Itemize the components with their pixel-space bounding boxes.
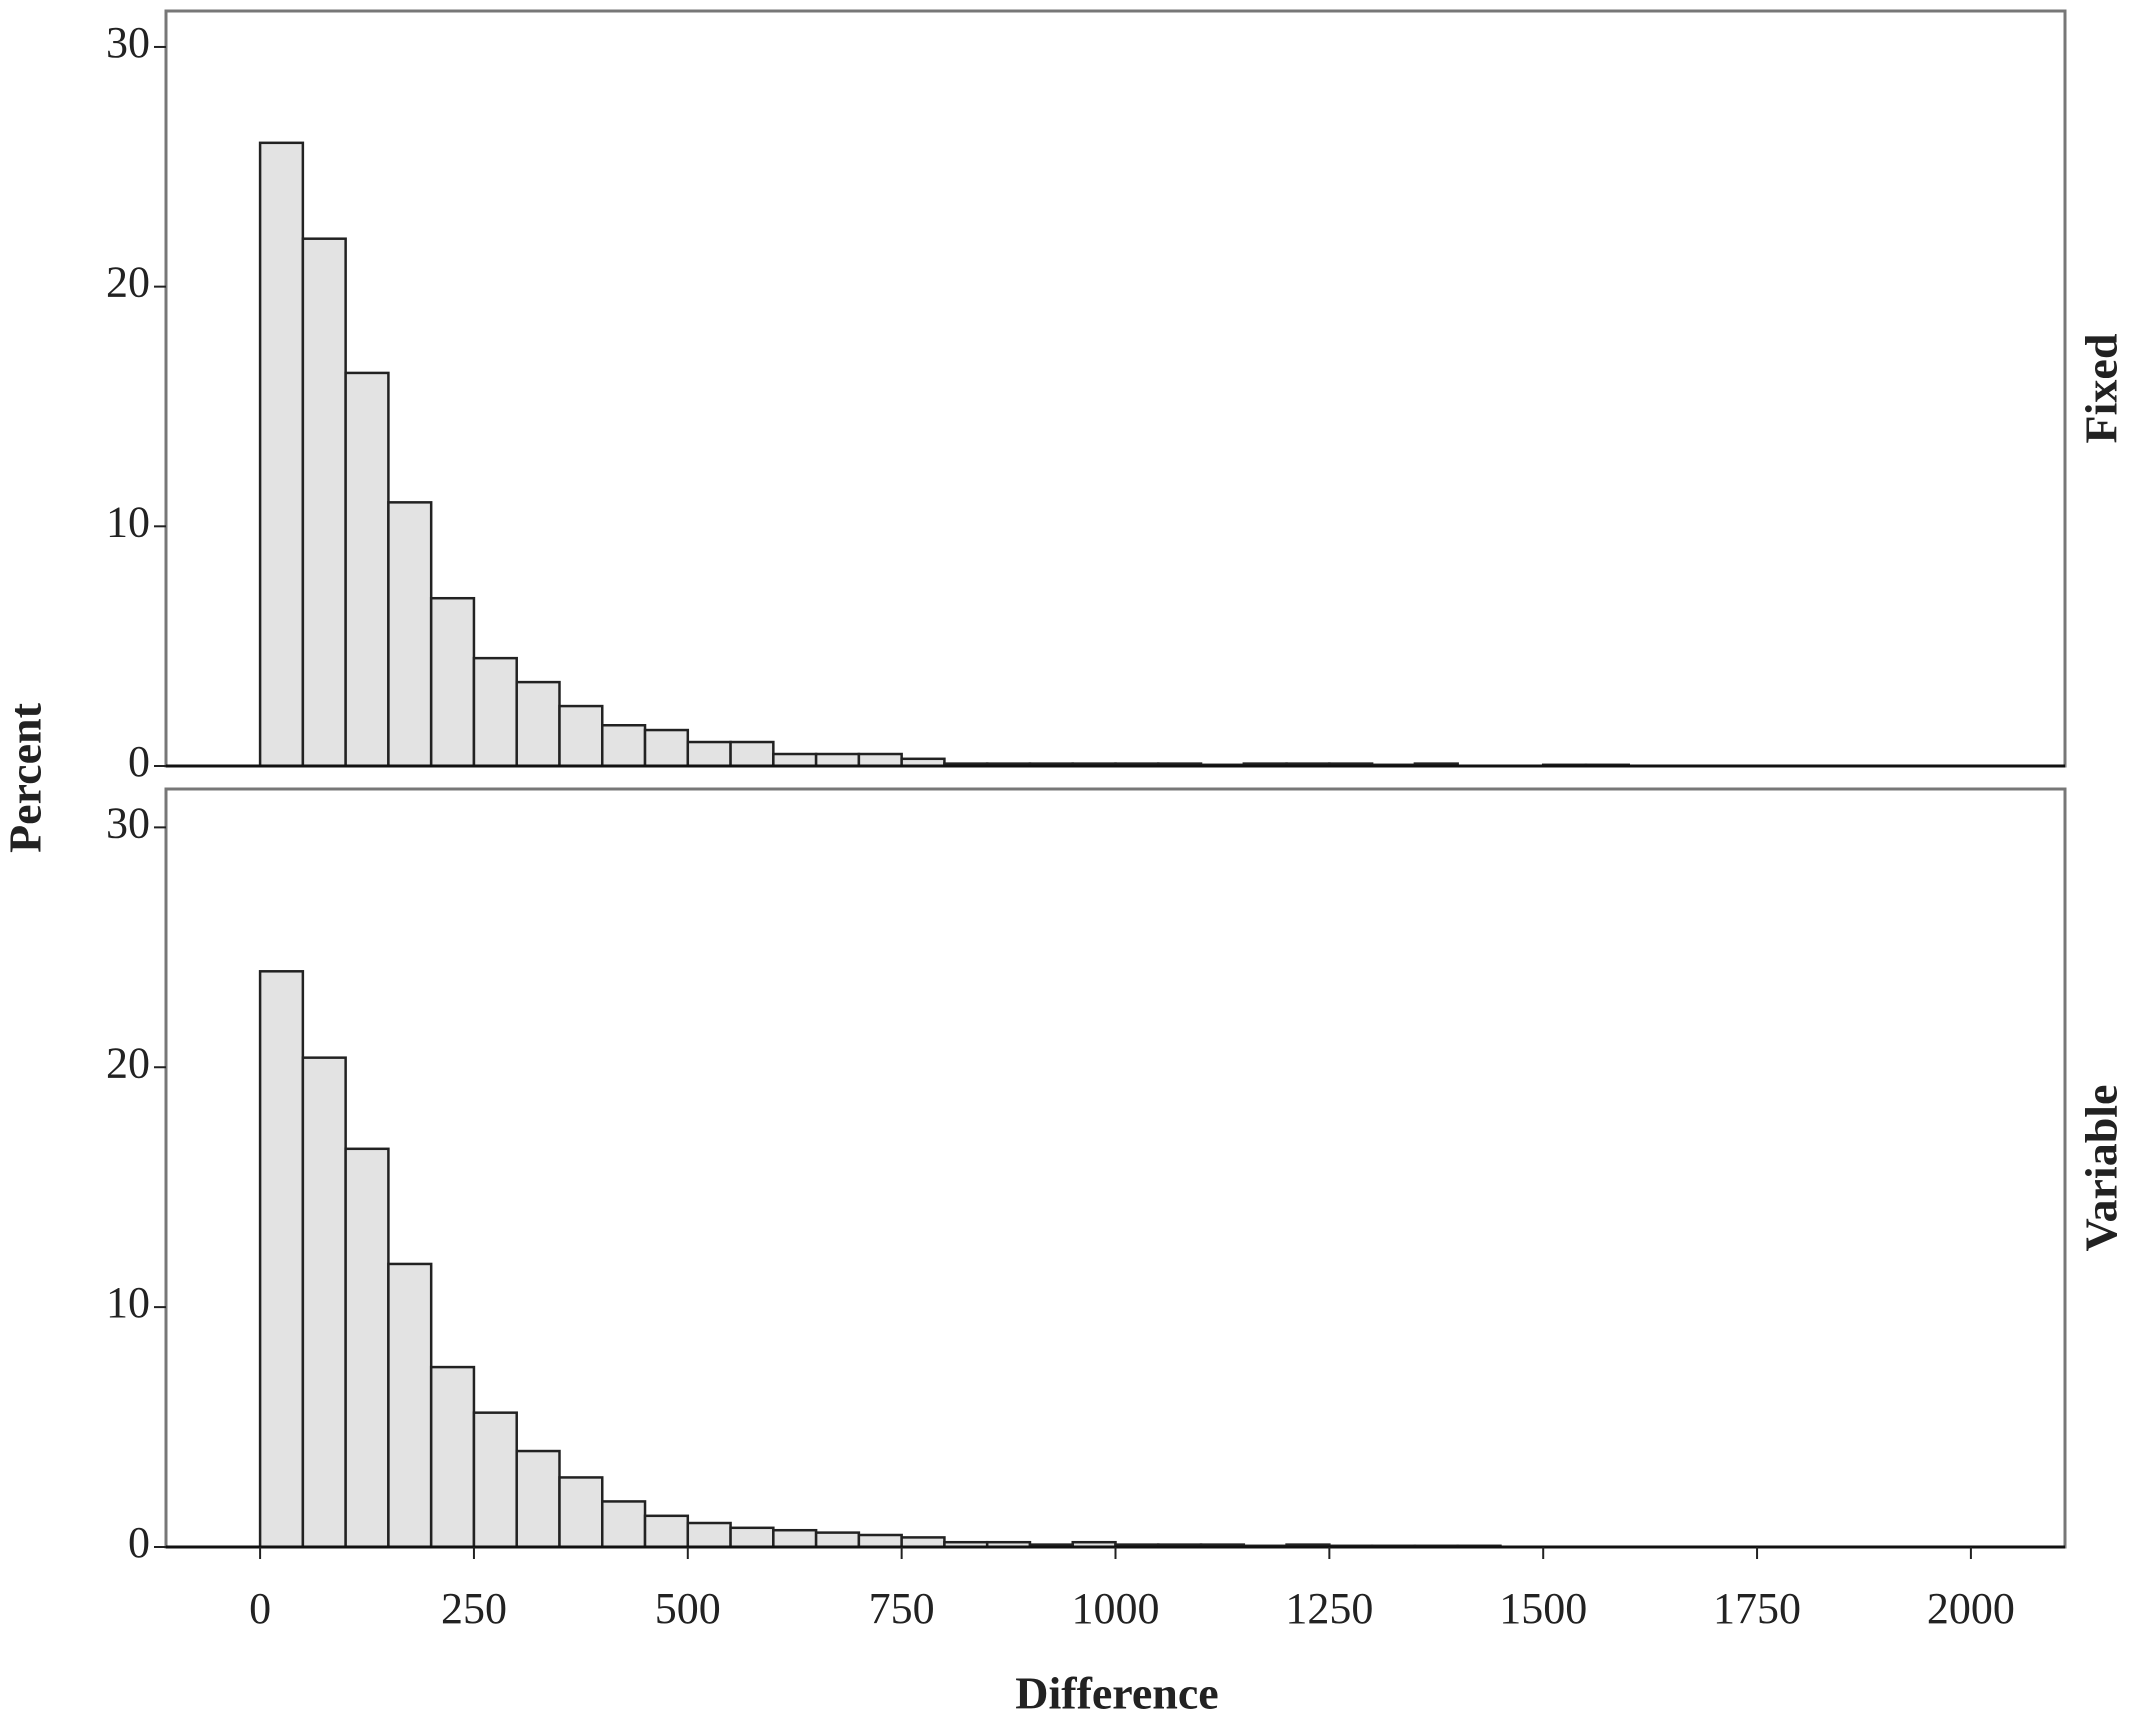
bar: [429, 1365, 476, 1549]
bar: [772, 752, 818, 768]
bar: [472, 656, 518, 768]
bar: [729, 1526, 775, 1549]
bar: [558, 704, 604, 768]
y-tick-label: 0: [128, 737, 150, 786]
bar: [258, 970, 305, 1549]
panel-label: Fixed: [2076, 333, 2127, 443]
bar: [344, 1147, 390, 1549]
bar: [643, 1514, 690, 1549]
bar: [729, 740, 775, 768]
bar: [857, 1533, 903, 1549]
bar: [344, 371, 390, 768]
panel-label: Variable: [2076, 1085, 2127, 1252]
x-tick-label: 0: [249, 1584, 271, 1633]
x-tick-label: 1500: [1499, 1584, 1587, 1633]
y-tick-label: 0: [128, 1518, 150, 1567]
x-tick-label: 250: [441, 1584, 507, 1633]
bar: [601, 1500, 647, 1549]
y-tick-label: 20: [106, 1038, 150, 1087]
x-axis-label: Difference: [1015, 1668, 1218, 1719]
bar: [387, 1262, 433, 1549]
y-tick-label: 10: [106, 497, 150, 546]
y-axis-label: Percent: [0, 702, 51, 853]
bar: [301, 1056, 347, 1549]
bar: [515, 1449, 561, 1549]
x-tick-label: 1750: [1713, 1584, 1801, 1633]
bar: [258, 141, 305, 768]
x-tick-label: 1000: [1072, 1584, 1160, 1633]
bar: [387, 501, 433, 768]
bar: [814, 1531, 861, 1549]
bar: [515, 680, 561, 768]
y-tick-label: 10: [106, 1278, 150, 1327]
bar: [686, 1521, 732, 1549]
bar: [601, 724, 647, 768]
x-tick-label: 750: [869, 1584, 935, 1633]
x-tick-label: 2000: [1927, 1584, 2015, 1633]
x-tick-label: 500: [655, 1584, 721, 1633]
y-tick-label: 30: [106, 798, 150, 847]
bar: [643, 728, 690, 768]
bar: [429, 596, 476, 768]
x-tick-label: 1250: [1285, 1584, 1373, 1633]
bar: [686, 740, 732, 768]
y-tick-label: 20: [106, 258, 150, 307]
bar: [857, 752, 903, 768]
y-tick-label: 30: [106, 18, 150, 67]
bar: [472, 1411, 518, 1549]
bar: [814, 752, 861, 768]
bar: [558, 1476, 604, 1549]
bar: [772, 1528, 818, 1549]
bar: [301, 237, 347, 768]
